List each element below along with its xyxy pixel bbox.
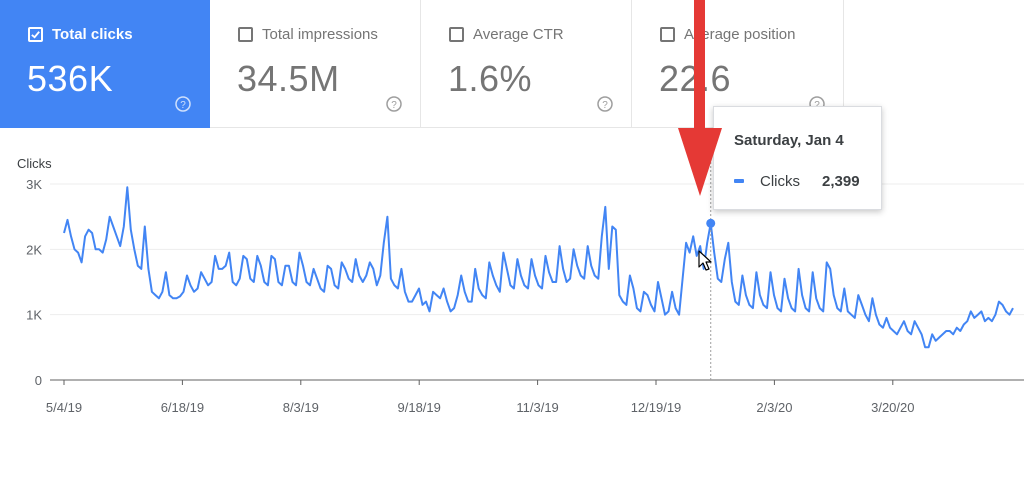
metric-label: Total clicks: [52, 26, 133, 43]
checkbox-icon[interactable]: [660, 27, 675, 42]
svg-text:?: ?: [602, 100, 608, 111]
tooltip-series-swatch: [734, 179, 744, 183]
x-tick-label: 3/20/20: [871, 400, 914, 415]
checkbox-icon[interactable]: [238, 27, 253, 42]
y-tick-label: 2K: [26, 242, 42, 257]
metric-value: 1.6%: [448, 58, 533, 99]
clicks-line-chart[interactable]: 0 1K 2K 3K 5/4/19 6/18/19 8/3/19 9/18/19 11/3/1…: [0, 128, 1024, 428]
metric-value: 34.5M: [237, 58, 340, 99]
y-axis-title: Clicks: [17, 156, 52, 171]
y-tick-label: 0: [35, 373, 42, 388]
tooltip-series-name: Clicks: [760, 173, 800, 190]
mouse-cursor-icon: [698, 250, 712, 271]
metric-label: Average position: [684, 26, 796, 43]
metric-label: Average CTR: [473, 26, 564, 43]
x-tick-label: 5/4/19: [46, 400, 82, 415]
chart-tooltip: Saturday, Jan 4 Clicks 2,399: [713, 106, 882, 210]
x-tick-label: 12/19/19: [631, 400, 682, 415]
x-tick-label: 11/3/19: [516, 400, 558, 415]
svg-text:?: ?: [180, 100, 186, 111]
svg-text:?: ?: [391, 100, 397, 111]
x-tick-label: 8/3/19: [283, 400, 319, 415]
clicks-series-line: [63, 186, 1014, 349]
x-tick-label: 2/3/20: [756, 400, 792, 415]
metric-card-total-clicks[interactable]: Total clicks 536K ?: [0, 0, 210, 128]
help-circle-icon[interactable]: ?: [386, 96, 402, 112]
x-tick-label: 6/18/19: [161, 400, 204, 415]
tooltip-value: 2,399: [822, 173, 860, 190]
checkbox-icon[interactable]: [28, 27, 43, 42]
tooltip-date: Saturday, Jan 4: [734, 132, 844, 149]
y-tick-label: 1K: [26, 308, 42, 323]
help-circle-icon[interactable]: ?: [175, 96, 191, 112]
svg-text:?: ?: [814, 100, 820, 111]
metric-card-total-impressions[interactable]: Total impressions 34.5M ?: [210, 0, 421, 128]
metric-card-average-ctr[interactable]: Average CTR 1.6% ?: [421, 0, 632, 128]
highlight-point[interactable]: [706, 218, 716, 228]
y-tick-label: 3K: [26, 177, 42, 192]
help-circle-icon[interactable]: ?: [597, 96, 613, 112]
metric-value: 536K: [27, 58, 114, 99]
metric-label: Total impressions: [262, 26, 378, 43]
checkbox-icon[interactable]: [449, 27, 464, 42]
x-tick-label: 9/18/19: [398, 400, 441, 415]
red-arrow-annotation: [678, 0, 722, 196]
